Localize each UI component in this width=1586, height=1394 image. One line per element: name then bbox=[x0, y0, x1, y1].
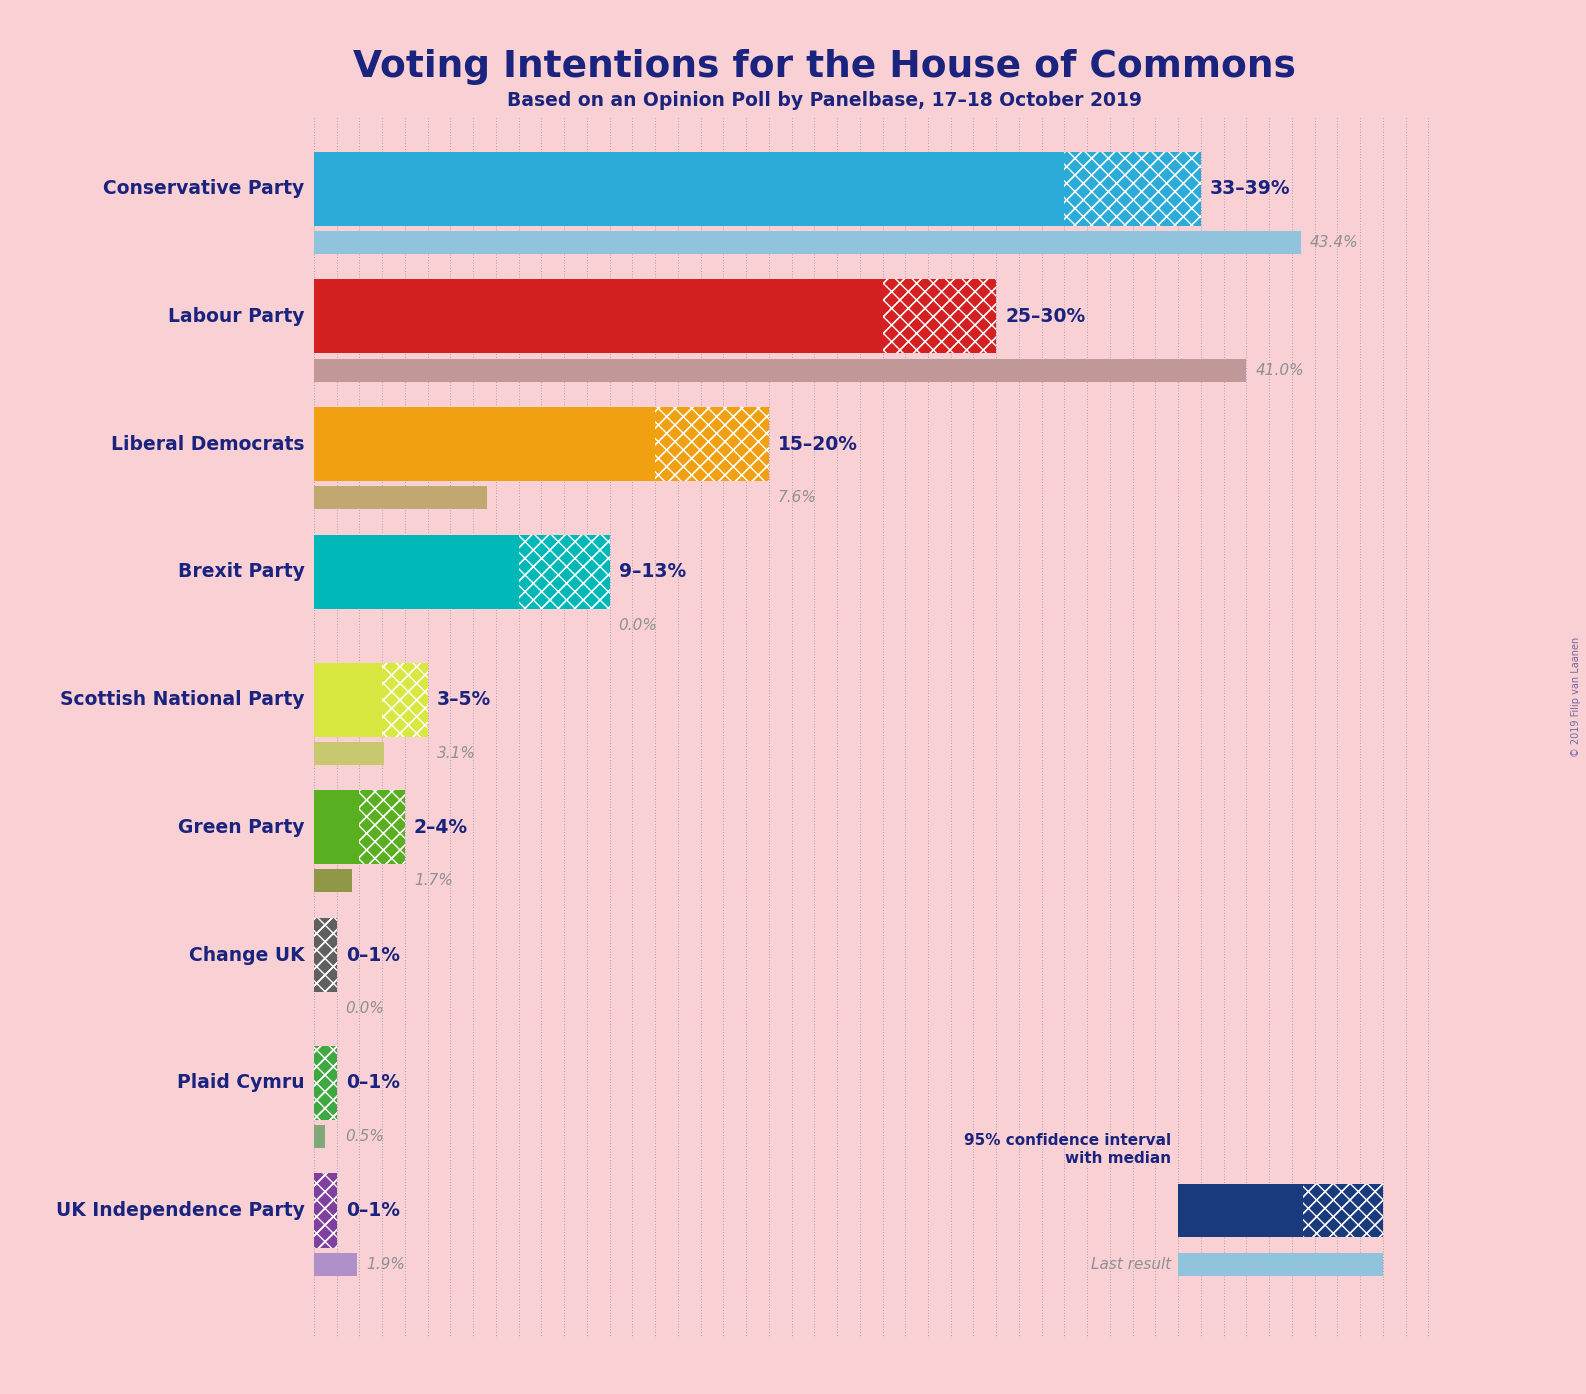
Text: 0–1%: 0–1% bbox=[346, 945, 400, 965]
Text: © 2019 Filip van Laanen: © 2019 Filip van Laanen bbox=[1572, 637, 1581, 757]
Bar bbox=[882, 279, 996, 354]
Bar bbox=[314, 919, 336, 993]
Text: 0.0%: 0.0% bbox=[346, 1001, 384, 1016]
Text: UK Independence Party: UK Independence Party bbox=[56, 1202, 305, 1220]
Bar bbox=[382, 662, 428, 736]
Text: Brexit Party: Brexit Party bbox=[178, 562, 305, 581]
Bar bbox=[314, 1174, 336, 1248]
Text: Change UK: Change UK bbox=[189, 945, 305, 965]
Text: Green Party: Green Party bbox=[178, 818, 305, 836]
Text: 25–30%: 25–30% bbox=[1006, 307, 1085, 326]
Bar bbox=[382, 662, 428, 736]
Text: 33–39%: 33–39% bbox=[1210, 180, 1291, 198]
Bar bbox=[314, 742, 384, 765]
Bar bbox=[314, 919, 336, 993]
Text: Scottish National Party: Scottish National Party bbox=[60, 690, 305, 710]
Text: 95% confidence interval
with median: 95% confidence interval with median bbox=[964, 1133, 1172, 1165]
Bar bbox=[314, 662, 382, 736]
Text: 0–1%: 0–1% bbox=[346, 1073, 400, 1093]
Bar bbox=[519, 535, 609, 609]
Text: Based on an Opinion Poll by Panelbase, 17–18 October 2019: Based on an Opinion Poll by Panelbase, 1… bbox=[508, 91, 1142, 110]
Text: 0–1%: 0–1% bbox=[346, 1202, 400, 1220]
Text: Labour Party: Labour Party bbox=[168, 307, 305, 326]
Text: Liberal Democrats: Liberal Democrats bbox=[111, 435, 305, 453]
Text: 9–13%: 9–13% bbox=[619, 562, 685, 581]
Bar bbox=[314, 1046, 336, 1119]
Bar bbox=[314, 487, 487, 509]
Bar bbox=[314, 407, 655, 481]
Bar bbox=[1304, 1184, 1383, 1238]
Bar bbox=[314, 1046, 336, 1119]
Bar bbox=[519, 535, 609, 609]
Text: 3–5%: 3–5% bbox=[436, 690, 492, 710]
Text: 43.4%: 43.4% bbox=[1310, 234, 1359, 250]
Text: 3.1%: 3.1% bbox=[436, 746, 476, 761]
Bar bbox=[314, 1174, 336, 1248]
Text: Plaid Cymru: Plaid Cymru bbox=[178, 1073, 305, 1093]
Bar bbox=[1304, 1184, 1383, 1238]
Bar bbox=[314, 535, 519, 609]
Bar bbox=[882, 279, 996, 354]
Bar bbox=[1064, 152, 1201, 226]
Bar bbox=[314, 231, 1301, 254]
Text: 41.0%: 41.0% bbox=[1256, 362, 1304, 378]
Bar bbox=[314, 152, 1064, 226]
Text: 1.9%: 1.9% bbox=[366, 1256, 404, 1271]
Bar bbox=[1178, 1184, 1304, 1238]
Bar bbox=[1178, 1253, 1383, 1276]
Bar bbox=[314, 279, 882, 354]
Bar bbox=[314, 1253, 357, 1276]
Bar bbox=[1064, 152, 1201, 226]
Bar bbox=[314, 1174, 336, 1248]
Bar bbox=[360, 790, 404, 864]
Bar bbox=[314, 790, 360, 864]
Bar bbox=[655, 407, 769, 481]
Text: Conservative Party: Conservative Party bbox=[103, 180, 305, 198]
Text: Last result: Last result bbox=[1091, 1256, 1172, 1271]
Text: 0.5%: 0.5% bbox=[346, 1129, 384, 1144]
Text: 7.6%: 7.6% bbox=[777, 491, 817, 506]
Bar bbox=[314, 870, 352, 892]
Text: Voting Intentions for the House of Commons: Voting Intentions for the House of Commo… bbox=[354, 49, 1296, 85]
Bar bbox=[314, 919, 336, 993]
Bar bbox=[655, 407, 769, 481]
Bar bbox=[314, 358, 1247, 382]
Bar bbox=[314, 919, 336, 993]
Bar bbox=[314, 1174, 336, 1248]
Text: 1.7%: 1.7% bbox=[414, 874, 452, 888]
Bar bbox=[360, 790, 404, 864]
Bar bbox=[314, 1046, 336, 1119]
Bar bbox=[314, 1125, 325, 1147]
Text: 15–20%: 15–20% bbox=[777, 435, 858, 453]
Text: 0.0%: 0.0% bbox=[619, 618, 658, 633]
Bar bbox=[314, 1046, 336, 1119]
Text: 2–4%: 2–4% bbox=[414, 818, 468, 836]
